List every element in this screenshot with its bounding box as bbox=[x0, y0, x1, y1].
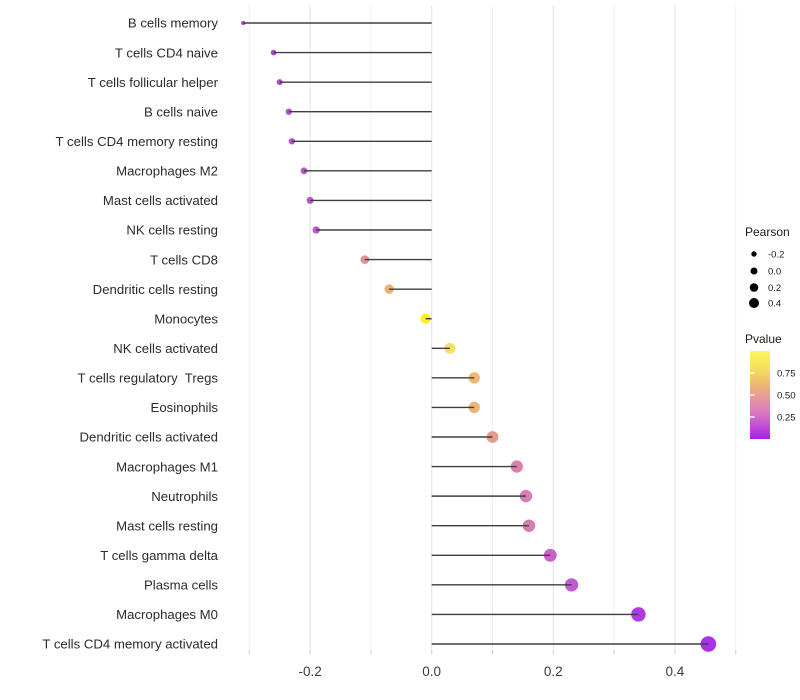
category-label: Dendritic cells resting bbox=[93, 282, 218, 297]
size-legend-title: Pearson bbox=[745, 225, 790, 239]
category-label: Dendritic cells activated bbox=[79, 430, 218, 445]
category-label: T cells CD4 naive bbox=[115, 45, 218, 60]
size-legend-label: 0.4 bbox=[768, 298, 781, 309]
category-label: NK cells activated bbox=[113, 341, 218, 356]
size-legend-label: -0.2 bbox=[768, 249, 784, 260]
category-label: Monocytes bbox=[154, 311, 218, 326]
category-label: Mast cells resting bbox=[116, 518, 218, 533]
category-label: Neutrophils bbox=[151, 489, 218, 504]
color-legend-tick-label: 0.75 bbox=[777, 368, 796, 379]
color-legend-tick-label: 0.50 bbox=[777, 390, 796, 401]
category-label: Plasma cells bbox=[144, 578, 218, 593]
size-legend-label: 0.2 bbox=[768, 283, 781, 294]
x-tick-label: 0.2 bbox=[544, 664, 563, 679]
category-label: Macrophages M1 bbox=[116, 459, 218, 474]
category-label: NK cells resting bbox=[126, 223, 218, 238]
category-label: Mast cells activated bbox=[103, 193, 218, 208]
category-label: T cells regulatory Tregs bbox=[78, 371, 219, 386]
size-legend-dot bbox=[750, 267, 758, 275]
category-label: B cells naive bbox=[144, 104, 218, 119]
color-legend-title: Pvalue bbox=[745, 332, 782, 346]
x-tick-label: 0.4 bbox=[666, 664, 685, 679]
category-label: T cells follicular helper bbox=[88, 75, 219, 90]
category-label: T cells gamma delta bbox=[100, 548, 218, 563]
category-label: T cells CD8 bbox=[150, 252, 218, 267]
size-legend-dot bbox=[751, 251, 757, 257]
category-label: Eosinophils bbox=[151, 400, 219, 415]
size-legend-dot bbox=[749, 283, 759, 292]
color-legend-tick-label: 0.25 bbox=[777, 412, 796, 423]
category-label: Macrophages M0 bbox=[116, 607, 218, 622]
x-tick-label: 0.0 bbox=[422, 664, 441, 679]
category-label: Macrophages M2 bbox=[116, 164, 218, 179]
color-legend-gradient-bar bbox=[750, 351, 770, 439]
size-legend-label: 0.0 bbox=[768, 266, 781, 277]
category-label: B cells memory bbox=[128, 16, 219, 31]
x-tick-label: -0.2 bbox=[298, 664, 321, 679]
size-legend-dot bbox=[749, 298, 759, 308]
category-label: T cells CD4 memory activated bbox=[42, 637, 218, 652]
category-label: T cells CD4 memory resting bbox=[56, 134, 218, 149]
